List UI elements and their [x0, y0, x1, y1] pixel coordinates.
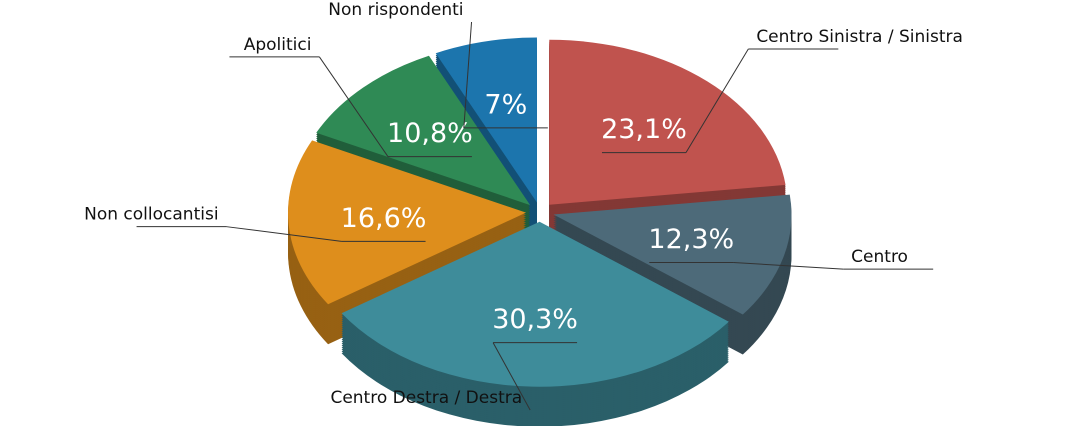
slice-top — [316, 55, 531, 206]
slice — [341, 221, 729, 426]
slice — [288, 140, 527, 345]
leader-line — [733, 261, 844, 270]
leader-line — [685, 48, 749, 153]
category-label: Non collocantisi — [84, 205, 218, 225]
slice-top — [435, 37, 537, 203]
slice-top — [549, 39, 786, 205]
value-label: 23,1% — [601, 114, 687, 145]
value-label: 10,8% — [387, 118, 473, 149]
category-label: Non rispondenti — [328, 0, 463, 20]
leader-line — [226, 226, 342, 242]
category-label: Apolitici — [244, 35, 312, 55]
category-label: Centro Destra / Destra — [330, 388, 522, 408]
value-label: 16,6% — [341, 203, 427, 234]
value-label: 12,3% — [648, 224, 734, 255]
value-label: 30,3% — [492, 304, 578, 335]
leader-line — [319, 56, 389, 157]
slice-top — [288, 140, 527, 305]
slice-top — [553, 194, 792, 315]
leader-line — [463, 21, 473, 128]
category-label: Centro — [851, 247, 908, 267]
leader-line — [492, 342, 531, 411]
category-label: Centro Sinistra / Sinistra — [756, 27, 963, 47]
slice-top — [341, 221, 729, 387]
slice — [316, 55, 531, 246]
value-label: 7% — [484, 89, 527, 120]
